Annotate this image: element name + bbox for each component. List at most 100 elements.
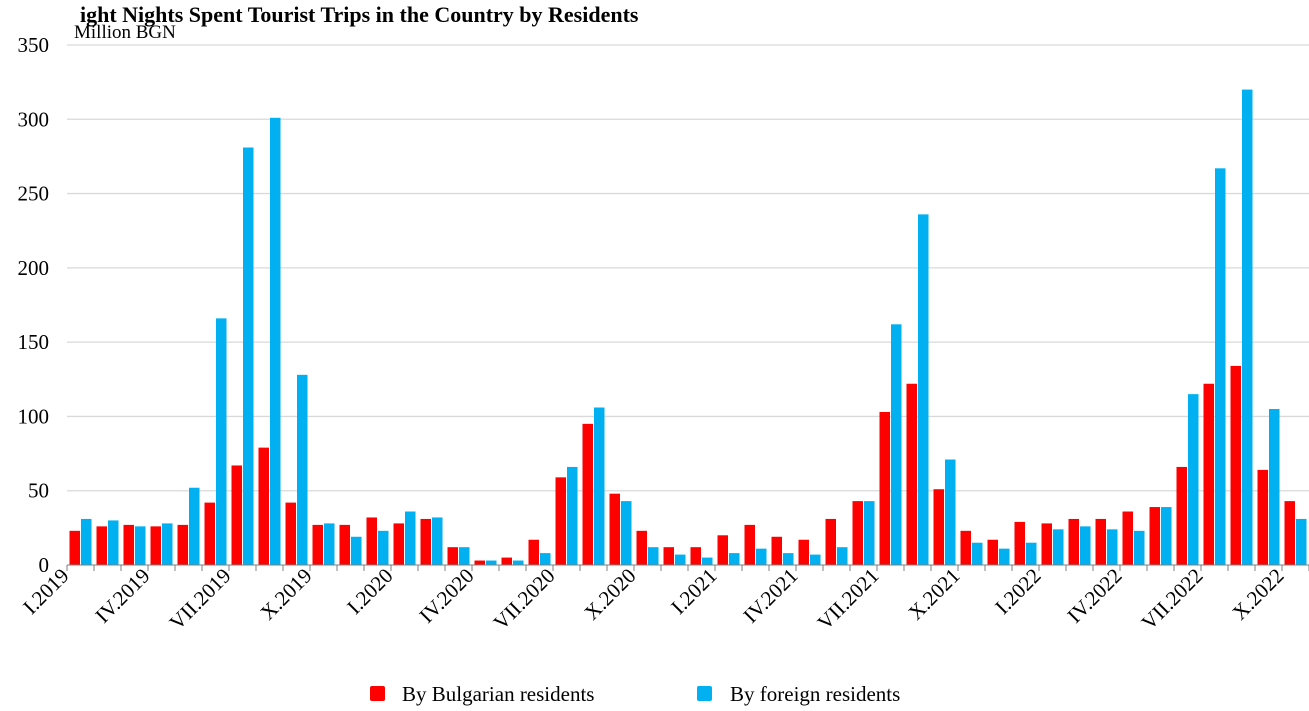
bar-bulgarian-residents xyxy=(1095,518,1106,565)
bar-bulgarian-residents xyxy=(582,423,593,565)
bar-foreign-residents xyxy=(729,553,740,565)
bar-bulgarian-residents xyxy=(474,560,485,565)
x-tick-label: IV.2022 xyxy=(1062,564,1126,628)
bars xyxy=(69,89,1307,566)
bar-bulgarian-residents xyxy=(852,501,863,565)
bar-bulgarian-residents xyxy=(933,489,944,565)
bar-foreign-residents xyxy=(1215,168,1226,566)
bar-bulgarian-residents xyxy=(636,530,647,565)
bar-bulgarian-residents xyxy=(771,536,782,565)
y-tick-label: 300 xyxy=(18,107,50,131)
x-tick-label: I.2022 xyxy=(990,564,1045,619)
bar-bulgarian-residents xyxy=(663,547,674,565)
bar-foreign-residents xyxy=(1026,542,1037,565)
bar-foreign-residents xyxy=(405,511,416,565)
bar-bulgarian-residents xyxy=(69,530,80,565)
bar-bulgarian-residents xyxy=(879,411,890,565)
bar-bulgarian-residents xyxy=(96,526,107,565)
bar-foreign-residents xyxy=(1242,89,1253,566)
bar-foreign-residents xyxy=(486,560,497,565)
x-tick-label: IV.2020 xyxy=(414,564,478,628)
bar-foreign-residents xyxy=(945,459,956,565)
bar-foreign-residents xyxy=(918,214,929,565)
bar-bulgarian-residents xyxy=(798,539,809,565)
legend-label: By Bulgarian residents xyxy=(402,682,594,706)
y-tick-label: 50 xyxy=(28,479,49,503)
y-tick-label: 350 xyxy=(18,33,50,57)
bar-foreign-residents xyxy=(459,547,470,565)
bar-bulgarian-residents xyxy=(906,383,917,565)
bar-bulgarian-residents xyxy=(177,524,188,565)
bar-foreign-residents xyxy=(972,542,983,565)
bar-bulgarian-residents xyxy=(501,557,512,565)
bar-bulgarian-residents xyxy=(420,518,431,565)
bar-foreign-residents xyxy=(270,117,281,566)
bar-foreign-residents xyxy=(621,501,632,565)
x-tick-label: X.2022 xyxy=(1227,564,1288,625)
bar-bulgarian-residents xyxy=(312,524,323,565)
bar-foreign-residents xyxy=(540,553,551,565)
bar-bulgarian-residents xyxy=(1203,383,1214,565)
bar-foreign-residents xyxy=(999,548,1010,565)
y-tick-label: 250 xyxy=(18,182,50,206)
bar-bulgarian-residents xyxy=(285,502,296,565)
bar-bulgarian-residents xyxy=(1257,469,1268,565)
x-tick-label: I.2021 xyxy=(666,564,721,619)
bar-foreign-residents xyxy=(1188,394,1199,565)
bar-foreign-residents xyxy=(1107,529,1118,565)
x-tick-label: X.2019 xyxy=(255,564,316,625)
bar-bulgarian-residents xyxy=(150,526,161,565)
bar-bulgarian-residents xyxy=(1176,466,1187,565)
bar-foreign-residents xyxy=(432,517,443,565)
bar-bulgarian-residents xyxy=(1122,511,1133,565)
bar-bulgarian-residents xyxy=(987,539,998,565)
y-axis-ticks: 0 50 100 150 200 250 300 350 xyxy=(18,33,50,577)
bar-bulgarian-residents xyxy=(609,493,620,565)
bar-bulgarian-residents xyxy=(123,524,134,565)
bar-bulgarian-residents xyxy=(1149,507,1160,565)
bar-foreign-residents xyxy=(216,318,227,565)
bar-foreign-residents xyxy=(648,547,659,565)
x-axis-ticks: I.2019 IV.2019 VII.2019 X.2019 I.2020 IV.2020… xyxy=(18,564,1309,635)
y-tick-label: 100 xyxy=(18,404,50,428)
bar-bulgarian-residents xyxy=(690,547,701,565)
x-tick-label: IV.2021 xyxy=(738,564,802,628)
chart-title: ight Nights Spent Tourist Trips in the C… xyxy=(80,2,639,27)
bar-foreign-residents xyxy=(243,147,254,565)
x-tick-label: I.2020 xyxy=(342,564,397,619)
x-tick-label: X.2021 xyxy=(903,564,964,625)
bar-foreign-residents xyxy=(1080,526,1091,565)
x-tick-label: VII.2019 xyxy=(165,564,236,635)
bar-foreign-residents xyxy=(756,548,767,565)
x-tick-label: X.2020 xyxy=(579,564,640,625)
bar-foreign-residents xyxy=(1134,530,1145,565)
bar-bulgarian-residents xyxy=(1041,523,1052,565)
bar-foreign-residents xyxy=(675,554,686,565)
bar-foreign-residents xyxy=(567,466,578,565)
bar-bulgarian-residents xyxy=(366,517,377,565)
bar-bulgarian-residents xyxy=(1284,501,1295,565)
bar-bulgarian-residents xyxy=(960,530,971,565)
bar-foreign-residents xyxy=(378,530,389,565)
bar-foreign-residents xyxy=(189,487,200,565)
bar-foreign-residents xyxy=(1161,507,1172,565)
bar-foreign-residents xyxy=(108,520,119,565)
bar-bulgarian-residents xyxy=(744,524,755,565)
bar-foreign-residents xyxy=(864,501,875,565)
bar-bulgarian-residents xyxy=(393,523,404,565)
bar-bulgarian-residents xyxy=(258,447,269,565)
bar-foreign-residents xyxy=(324,523,335,565)
bar-foreign-residents xyxy=(1296,518,1307,565)
bar-bulgarian-residents xyxy=(447,547,458,565)
bar-bulgarian-residents xyxy=(204,502,215,565)
x-tick-label: VII.2021 xyxy=(813,564,884,635)
bar-foreign-residents xyxy=(810,554,821,565)
legend-swatch xyxy=(370,686,385,701)
bar-foreign-residents xyxy=(297,374,308,565)
bar-bulgarian-residents xyxy=(231,465,242,565)
x-tick-label: VII.2020 xyxy=(489,564,560,635)
bar-bulgarian-residents xyxy=(717,535,728,565)
bar-foreign-residents xyxy=(162,523,173,565)
